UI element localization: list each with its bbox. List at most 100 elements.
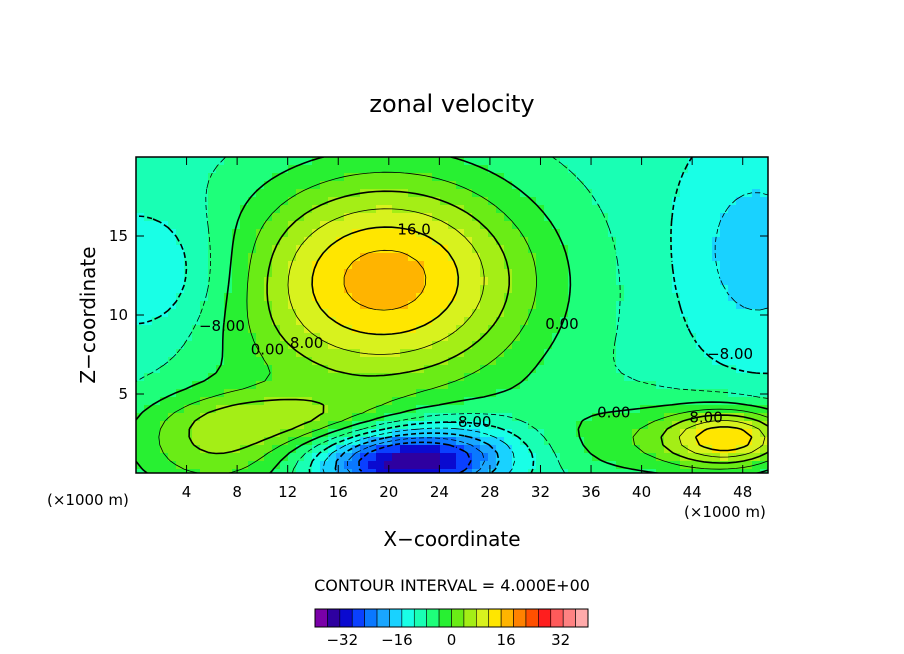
- heatmap-cell: [656, 261, 665, 270]
- heatmap-cell: [656, 325, 665, 334]
- heatmap-cell: [528, 173, 537, 182]
- heatmap-cell: [288, 397, 297, 406]
- heatmap-cell: [272, 349, 281, 358]
- heatmap-cell: [744, 157, 753, 166]
- heatmap-cell: [688, 381, 697, 390]
- heatmap-cell: [152, 437, 161, 446]
- heatmap-cell: [416, 213, 425, 222]
- heatmap-cell: [680, 189, 689, 198]
- heatmap-cell: [464, 269, 473, 278]
- heatmap-cell: [136, 277, 145, 286]
- heatmap-cell: [144, 357, 153, 366]
- heatmap-cell: [256, 413, 265, 422]
- heatmap-cell: [288, 357, 297, 366]
- heatmap-cell: [568, 221, 577, 230]
- heatmap-cell: [480, 173, 489, 182]
- heatmap-cell: [336, 237, 345, 246]
- heatmap-cell: [264, 181, 273, 190]
- heatmap-cell: [184, 229, 193, 238]
- heatmap-cell: [472, 413, 481, 422]
- heatmap-cell: [392, 197, 401, 206]
- heatmap-cell: [376, 357, 385, 366]
- heatmap-cell: [744, 181, 753, 190]
- heatmap-cell: [456, 421, 465, 430]
- heatmap-cell: [496, 253, 505, 262]
- heatmap-cell: [456, 413, 465, 422]
- heatmap-cell: [448, 317, 457, 326]
- heatmap-cell: [544, 413, 553, 422]
- heatmap-cell: [472, 349, 481, 358]
- heatmap-cell: [352, 453, 361, 462]
- heatmap-cell: [184, 445, 193, 454]
- heatmap-cell: [744, 309, 753, 318]
- heatmap-cell: [312, 349, 321, 358]
- heatmap-cell: [288, 181, 297, 190]
- heatmap-cell: [704, 333, 713, 342]
- heatmap-cell: [760, 253, 768, 262]
- heatmap-cell: [240, 165, 249, 174]
- heatmap-cell: [192, 173, 201, 182]
- heatmap-cell: [440, 445, 449, 454]
- heatmap-cell: [672, 373, 681, 382]
- heatmap-cell: [520, 253, 529, 262]
- heatmap-cell: [384, 317, 393, 326]
- heatmap-cell: [176, 253, 185, 262]
- heatmap-cell: [760, 421, 768, 430]
- heatmap-cell: [456, 309, 465, 318]
- heatmap-cell: [488, 373, 497, 382]
- heatmap-cell: [512, 405, 521, 414]
- heatmap-cell: [688, 277, 697, 286]
- heatmap-cell: [488, 157, 497, 166]
- heatmap-cell: [664, 349, 673, 358]
- heatmap-cell: [712, 285, 721, 294]
- heatmap-cell: [624, 373, 633, 382]
- heatmap-cell: [672, 333, 681, 342]
- heatmap-cell: [536, 429, 545, 438]
- heatmap-cell: [296, 341, 305, 350]
- heatmap-cell: [432, 301, 441, 310]
- heatmap-cell: [216, 365, 225, 374]
- heatmap-cell: [472, 277, 481, 286]
- heatmap-cell: [624, 173, 633, 182]
- heatmap-cell: [208, 413, 217, 422]
- heatmap-cell: [352, 445, 361, 454]
- heatmap-cell: [200, 397, 209, 406]
- heatmap-cell: [208, 461, 217, 470]
- heatmap-cell: [480, 229, 489, 238]
- heatmap-cell: [456, 293, 465, 302]
- heatmap-cell: [352, 413, 361, 422]
- heatmap-cell: [496, 229, 505, 238]
- heatmap-cell: [312, 205, 321, 214]
- heatmap-cell: [632, 285, 641, 294]
- heatmap-cell: [752, 373, 761, 382]
- heatmap-cell: [392, 365, 401, 374]
- heatmap-cell: [632, 173, 641, 182]
- heatmap-cell: [360, 293, 369, 302]
- heatmap-cell: [616, 197, 625, 206]
- heatmap-cell: [656, 341, 665, 350]
- heatmap-cell: [360, 205, 369, 214]
- colorbar: [314, 608, 589, 628]
- heatmap-cell: [648, 205, 657, 214]
- heatmap-cell: [136, 317, 145, 326]
- heatmap-cell: [344, 317, 353, 326]
- heatmap-cell: [552, 413, 561, 422]
- heatmap-cell: [320, 165, 329, 174]
- heatmap-cell: [376, 397, 385, 406]
- heatmap-cell: [168, 317, 177, 326]
- heatmap-cell: [616, 317, 625, 326]
- heatmap-cell: [224, 405, 233, 414]
- heatmap-cell: [184, 389, 193, 398]
- heatmap-cell: [448, 325, 457, 334]
- heatmap-cell: [568, 461, 577, 470]
- heatmap-cell: [576, 333, 585, 342]
- heatmap-cell: [424, 157, 433, 166]
- heatmap-cell: [208, 285, 217, 294]
- heatmap-cell: [640, 405, 649, 414]
- heatmap-cell: [240, 197, 249, 206]
- heatmap-cell: [600, 165, 609, 174]
- heatmap-cell: [184, 413, 193, 422]
- heatmap-cell: [408, 165, 417, 174]
- heatmap-cell: [680, 357, 689, 366]
- heatmap-cell: [616, 229, 625, 238]
